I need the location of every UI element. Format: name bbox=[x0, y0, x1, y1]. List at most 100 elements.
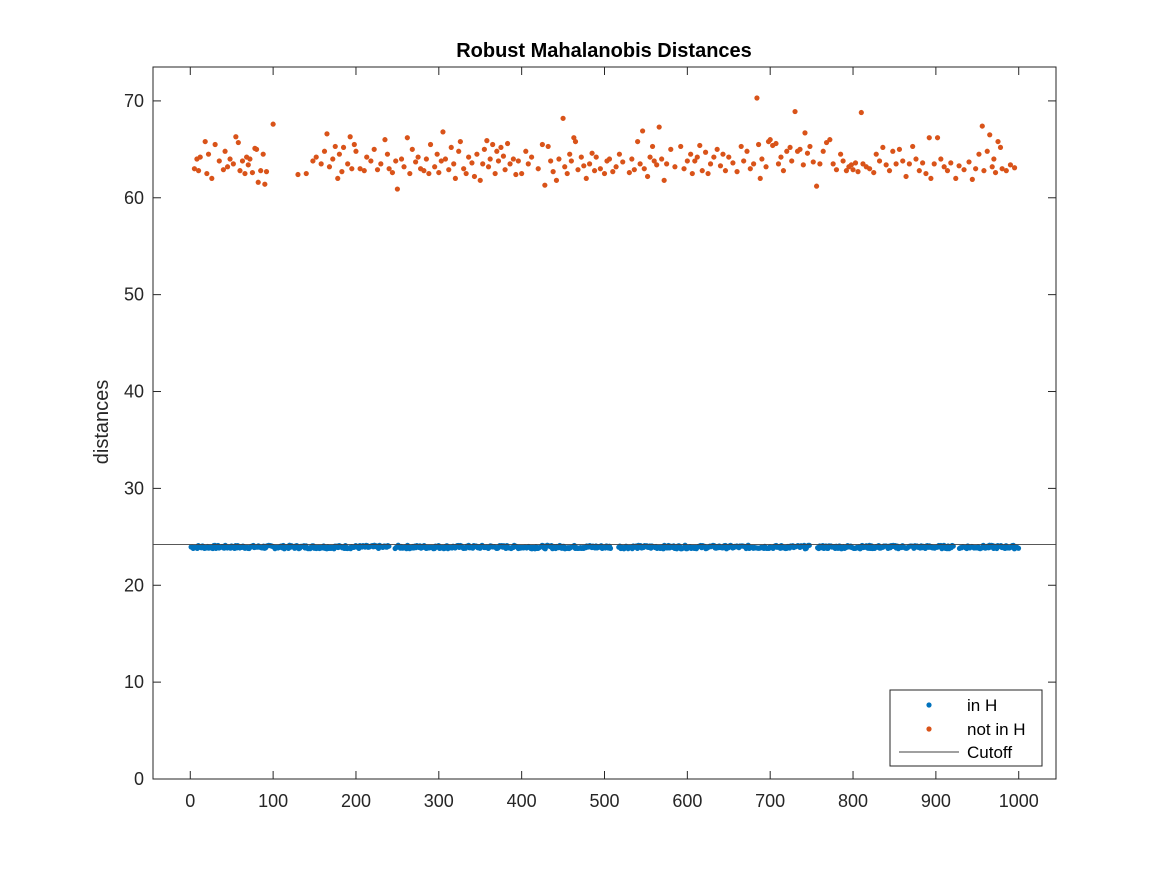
point-not-in-h bbox=[810, 159, 816, 165]
point-not-in-h bbox=[920, 160, 926, 166]
point-not-in-h bbox=[751, 161, 757, 167]
point-not-in-h bbox=[833, 167, 840, 173]
point-not-in-h bbox=[451, 161, 457, 167]
point-not-in-h bbox=[644, 173, 651, 180]
point-not-in-h bbox=[640, 128, 646, 134]
point-not-in-h bbox=[926, 135, 932, 141]
point-not-in-h bbox=[852, 160, 859, 166]
point-not-in-h bbox=[620, 159, 626, 165]
point-not-in-h bbox=[209, 175, 215, 182]
point-not-in-h bbox=[610, 169, 616, 175]
point-not-in-h bbox=[318, 161, 324, 167]
point-not-in-h bbox=[456, 148, 462, 154]
point-not-in-h bbox=[668, 146, 674, 152]
point-not-in-h bbox=[510, 156, 516, 162]
point-not-in-h bbox=[255, 179, 261, 185]
point-not-in-h bbox=[313, 154, 319, 160]
x-tick-label: 700 bbox=[755, 791, 785, 811]
point-not-in-h bbox=[843, 168, 850, 174]
point-not-in-h bbox=[910, 143, 916, 150]
point-not-in-h bbox=[976, 151, 982, 157]
point-not-in-h bbox=[440, 129, 446, 135]
point-not-in-h bbox=[966, 159, 972, 165]
point-not-in-h bbox=[730, 160, 736, 166]
point-not-in-h bbox=[515, 158, 521, 164]
point-not-in-h bbox=[991, 156, 997, 162]
legend-marker-in-h bbox=[926, 702, 932, 708]
point-not-in-h bbox=[235, 139, 241, 146]
point-not-in-h bbox=[415, 154, 421, 160]
point-not-in-h bbox=[545, 143, 551, 150]
point-not-in-h bbox=[556, 156, 562, 162]
point-not-in-h bbox=[330, 156, 336, 162]
point-not-in-h bbox=[389, 169, 396, 176]
series-not-in-h bbox=[191, 95, 1018, 192]
point-not-in-h bbox=[442, 156, 449, 162]
point-not-in-h bbox=[641, 166, 647, 172]
point-not-in-h bbox=[349, 166, 355, 172]
point-not-in-h bbox=[635, 138, 641, 145]
point-not-in-h bbox=[361, 168, 367, 174]
point-not-in-h bbox=[867, 166, 873, 172]
point-not-in-h bbox=[481, 146, 487, 152]
point-not-in-h bbox=[890, 148, 896, 154]
point-not-in-h bbox=[755, 141, 762, 148]
point-not-in-h bbox=[830, 161, 836, 167]
point-not-in-h bbox=[386, 166, 392, 172]
y-tick-label: 50 bbox=[124, 285, 144, 305]
point-not-in-h bbox=[374, 167, 381, 173]
point-not-in-h bbox=[757, 175, 763, 182]
point-not-in-h bbox=[466, 154, 472, 160]
point-not-in-h bbox=[490, 141, 496, 148]
point-not-in-h bbox=[1011, 165, 1018, 171]
point-not-in-h bbox=[804, 150, 811, 156]
point-not-in-h bbox=[678, 143, 684, 150]
point-not-in-h bbox=[589, 150, 595, 156]
point-not-in-h bbox=[659, 156, 665, 162]
point-not-in-h bbox=[463, 170, 469, 177]
point-not-in-h bbox=[1007, 162, 1014, 168]
point-not-in-h bbox=[900, 158, 906, 164]
point-in-h bbox=[1015, 545, 1022, 551]
point-not-in-h bbox=[347, 134, 353, 140]
point-not-in-h bbox=[984, 148, 990, 154]
point-not-in-h bbox=[995, 138, 1001, 145]
legend-label-cutoff: Cutoff bbox=[967, 743, 1012, 762]
point-not-in-h bbox=[873, 151, 879, 157]
legend-label-in-h: in H bbox=[967, 696, 997, 715]
point-not-in-h bbox=[651, 158, 657, 164]
point-not-in-h bbox=[270, 121, 276, 127]
point-not-in-h bbox=[681, 166, 687, 172]
point-not-in-h bbox=[654, 162, 660, 168]
point-in-h bbox=[607, 545, 614, 551]
point-not-in-h bbox=[720, 151, 726, 157]
point-not-in-h bbox=[249, 169, 256, 176]
point-not-in-h bbox=[477, 177, 483, 183]
point-not-in-h bbox=[813, 183, 820, 189]
point-not-in-h bbox=[961, 167, 967, 173]
y-tick-label: 40 bbox=[124, 382, 144, 402]
point-not-in-h bbox=[999, 166, 1005, 172]
point-not-in-h bbox=[528, 154, 535, 160]
point-not-in-h bbox=[850, 167, 856, 173]
point-not-in-h bbox=[820, 148, 826, 154]
point-not-in-h bbox=[702, 149, 709, 155]
point-not-in-h bbox=[224, 164, 231, 170]
point-not-in-h bbox=[661, 177, 667, 183]
point-not-in-h bbox=[956, 163, 962, 169]
x-tick-label: 300 bbox=[424, 791, 454, 811]
point-not-in-h bbox=[916, 168, 922, 174]
point-not-in-h bbox=[840, 158, 846, 164]
point-not-in-h bbox=[378, 161, 384, 167]
point-not-in-h bbox=[855, 169, 861, 175]
point-not-in-h bbox=[384, 151, 391, 157]
point-not-in-h bbox=[754, 95, 760, 101]
point-not-in-h bbox=[699, 168, 705, 174]
point-not-in-h bbox=[817, 161, 823, 167]
y-tick-label: 0 bbox=[134, 769, 144, 789]
point-not-in-h bbox=[597, 166, 603, 172]
point-not-in-h bbox=[578, 154, 584, 160]
point-not-in-h bbox=[705, 170, 711, 177]
point-not-in-h bbox=[321, 148, 328, 154]
point-not-in-h bbox=[626, 169, 632, 176]
